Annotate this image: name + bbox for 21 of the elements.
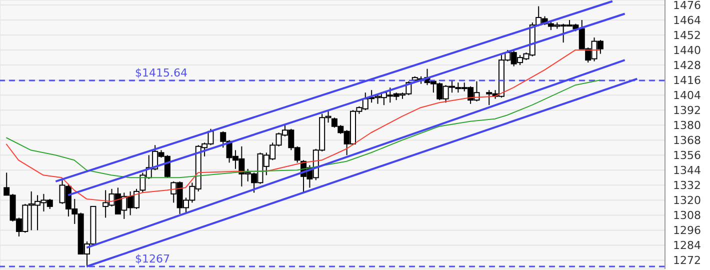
y-tick-label: 1308 — [673, 209, 701, 222]
y-tick-label: 1356 — [673, 149, 701, 162]
y-tick-label: 1296 — [673, 224, 701, 238]
y-tick-label: 1368 — [673, 134, 701, 148]
y-tick-label: 1464 — [673, 14, 701, 27]
y-tick-label: 1320 — [673, 194, 701, 208]
y-tick-label: 1476 — [673, 0, 701, 12]
ref-line-label: $1267 — [135, 252, 170, 266]
y-tick-label: 1416 — [673, 74, 701, 87]
ref-line-label: $1415.64 — [135, 66, 188, 80]
y-tick-label: 1392 — [673, 104, 701, 118]
y-tick-label: 1332 — [673, 179, 701, 192]
y-tick-label: 1272 — [673, 254, 701, 268]
y-tick-label: 1344 — [673, 164, 701, 178]
line-series — [6, 80, 601, 178]
y-tick-label: 1404 — [673, 88, 701, 102]
y-tick-label: 1452 — [673, 28, 701, 42]
y-tick-label: 1380 — [673, 119, 701, 132]
y-tick-label: 1428 — [673, 58, 701, 72]
y-tick-label: 1284 — [673, 239, 701, 252]
y-tick-label: 1440 — [673, 44, 701, 57]
